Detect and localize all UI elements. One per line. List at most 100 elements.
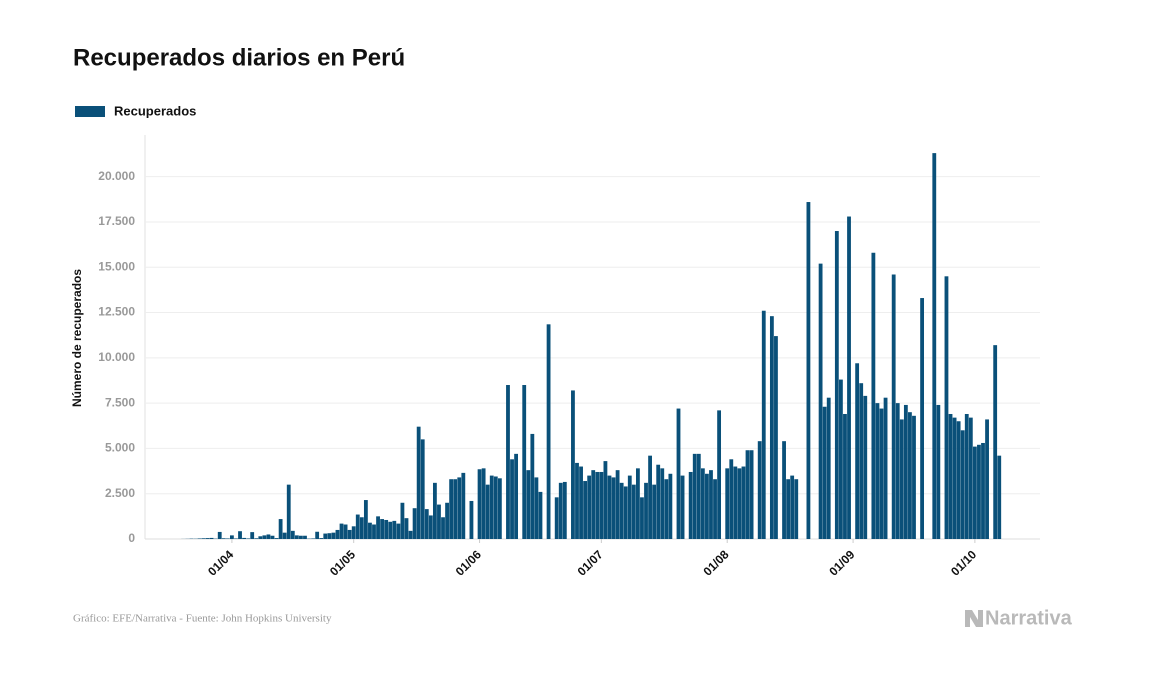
bar bbox=[355, 514, 360, 539]
bar bbox=[709, 470, 713, 539]
bar bbox=[964, 413, 969, 539]
bar bbox=[392, 520, 397, 539]
bar bbox=[899, 419, 904, 539]
bar bbox=[745, 450, 750, 539]
bar bbox=[912, 415, 916, 539]
bar bbox=[514, 453, 519, 539]
bar bbox=[875, 403, 880, 539]
y-tick-label: 20.000 bbox=[98, 169, 135, 183]
bar bbox=[246, 538, 251, 539]
bar bbox=[936, 404, 941, 539]
bar bbox=[420, 439, 425, 539]
bar bbox=[644, 482, 648, 539]
bar bbox=[437, 504, 441, 539]
bar bbox=[603, 461, 608, 539]
bar bbox=[591, 470, 596, 539]
bar bbox=[404, 518, 409, 539]
bar bbox=[234, 538, 238, 539]
bar bbox=[489, 475, 494, 539]
bar bbox=[631, 484, 636, 539]
bar bbox=[607, 475, 612, 539]
bar bbox=[278, 519, 283, 539]
bar bbox=[920, 298, 925, 539]
bar bbox=[786, 479, 791, 539]
bar bbox=[339, 523, 344, 539]
bar bbox=[546, 324, 551, 539]
bar bbox=[635, 468, 640, 539]
bar bbox=[299, 535, 303, 539]
bar bbox=[968, 417, 973, 539]
bar bbox=[619, 482, 624, 539]
bar bbox=[282, 532, 287, 539]
bar bbox=[680, 475, 685, 539]
bar bbox=[319, 538, 324, 539]
bar bbox=[351, 526, 356, 539]
bar bbox=[587, 475, 592, 539]
bar bbox=[510, 459, 514, 539]
bar bbox=[960, 430, 965, 539]
bar bbox=[530, 433, 535, 539]
y-tick-label: 5.000 bbox=[105, 441, 135, 455]
bar bbox=[627, 475, 632, 539]
bar bbox=[956, 421, 961, 539]
bar bbox=[432, 482, 437, 539]
bar bbox=[526, 470, 531, 539]
y-tick-label: 17.500 bbox=[98, 214, 135, 228]
bar bbox=[388, 521, 393, 539]
bar bbox=[932, 153, 937, 540]
bar bbox=[343, 524, 348, 539]
x-tick-label: 01/04 bbox=[205, 547, 236, 578]
logo-icon bbox=[965, 610, 983, 627]
bar bbox=[481, 468, 486, 539]
bar bbox=[449, 479, 454, 539]
bar bbox=[843, 413, 847, 539]
bar bbox=[286, 484, 291, 539]
bar bbox=[254, 538, 259, 539]
chart-title: Recuperados diarios en Perú bbox=[73, 44, 405, 71]
bar bbox=[993, 345, 998, 539]
bar bbox=[981, 442, 985, 539]
bar bbox=[262, 535, 267, 539]
bar bbox=[696, 453, 701, 539]
legend-label: Recuperados bbox=[114, 103, 196, 118]
bar bbox=[368, 522, 372, 539]
bar bbox=[859, 383, 864, 539]
bar bbox=[623, 486, 628, 539]
bar bbox=[729, 459, 734, 539]
bar bbox=[400, 502, 405, 539]
bar bbox=[441, 517, 445, 539]
bar bbox=[575, 462, 579, 539]
bar bbox=[855, 363, 860, 539]
bar bbox=[737, 468, 742, 539]
bar bbox=[303, 535, 307, 539]
y-tick-label: 2.500 bbox=[105, 486, 135, 500]
bar bbox=[847, 216, 851, 539]
bar bbox=[270, 535, 275, 539]
x-tick-label: 01/05 bbox=[327, 547, 358, 578]
bar bbox=[534, 477, 539, 539]
bar bbox=[891, 274, 896, 539]
bar bbox=[757, 441, 762, 539]
bar bbox=[323, 533, 328, 539]
bar bbox=[335, 529, 340, 539]
bar bbox=[660, 468, 665, 539]
bar bbox=[713, 479, 717, 539]
bar bbox=[652, 484, 657, 539]
x-tick-label: 01/10 bbox=[948, 547, 979, 578]
bar bbox=[952, 417, 957, 539]
bar bbox=[197, 538, 202, 539]
bar bbox=[944, 276, 949, 539]
bar bbox=[331, 532, 336, 539]
bar bbox=[315, 531, 320, 539]
bar bbox=[883, 397, 888, 539]
bar bbox=[571, 390, 575, 539]
bar bbox=[522, 385, 527, 539]
y-axis-title: Número de recuperados bbox=[70, 269, 84, 407]
bar bbox=[761, 310, 766, 539]
bar bbox=[700, 468, 705, 539]
bar bbox=[347, 529, 352, 539]
bar bbox=[908, 412, 912, 539]
bar bbox=[595, 471, 600, 539]
bar bbox=[258, 536, 263, 539]
